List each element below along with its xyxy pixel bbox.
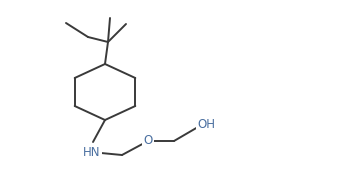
Text: HN: HN bbox=[83, 147, 101, 159]
Text: OH: OH bbox=[197, 119, 215, 132]
Text: O: O bbox=[144, 134, 153, 147]
